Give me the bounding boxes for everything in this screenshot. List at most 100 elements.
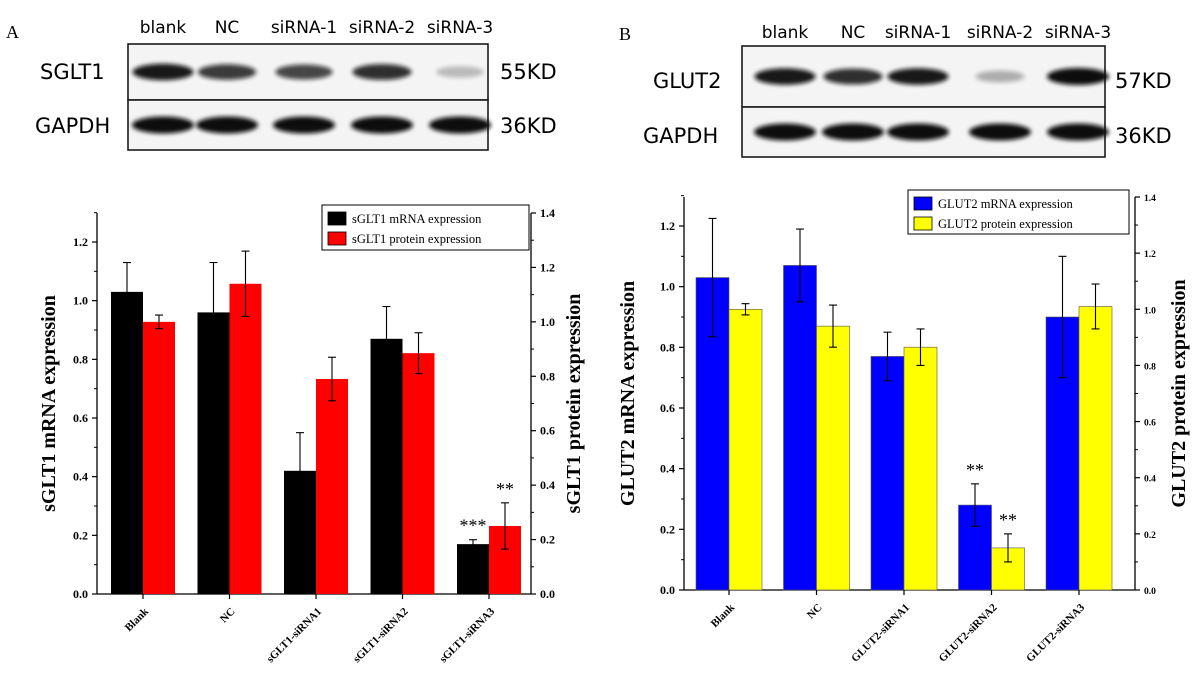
bar-protein [402, 353, 435, 594]
blot-size-label: 57KD [1115, 69, 1172, 93]
blot-lane-label: blank [140, 18, 187, 38]
legend-label: GLUT2 protein expression [938, 217, 1073, 231]
panel-letter: A [6, 22, 19, 42]
y2-tick-label: 1.0 [540, 315, 555, 329]
y-tick-label: 0.6 [73, 411, 88, 425]
y-axis-title: sGLT1 mRNA expression [38, 295, 60, 512]
blot-lane-label: siRNA-1 [271, 18, 337, 38]
blot-band-gapdh [196, 116, 258, 134]
bar-chart: 0.0 0.2 0.4 0.6 0.8 1.0 1.2 0.0 0.2 0.4 0.6 0.8 1.0 1… [38, 204, 585, 666]
blot-band-gapdh [351, 116, 413, 134]
bar-protein [316, 379, 348, 594]
blot-protein-label: GLUT2 [653, 69, 722, 93]
blot-band-gapdh [429, 116, 491, 134]
y-tick-label: 0.6 [660, 401, 675, 415]
y2-tick-label: 1.2 [540, 260, 555, 274]
x-tick-label: GLUT2-siRNA2 [937, 601, 1000, 664]
blot-size-label: 36KD [500, 114, 557, 138]
bar-mrna [870, 356, 905, 591]
y2-tick-label: 1.4 [1144, 194, 1156, 204]
significance-label: ** [966, 460, 984, 480]
blot-band-glut2 [887, 68, 949, 85]
x-tick-label: sGLT1-siRNA1 [264, 606, 324, 666]
blot-lane-label: siRNA-3 [427, 18, 493, 38]
legend-label: GLUT2 mRNA expression [938, 197, 1073, 211]
blot-lane-label: blank [762, 23, 809, 43]
y-tick-label: 0.0 [660, 583, 675, 597]
blot-lane-label: siRNA-1 [885, 23, 951, 43]
blot-lane-label: siRNA-3 [1045, 23, 1111, 43]
y-tick-label: 0.0 [73, 587, 88, 601]
y2-tick-label: 0.6 [1144, 419, 1156, 429]
legend-swatch [327, 211, 347, 226]
x-tick-label: NC [805, 602, 825, 622]
significance-label: ** [999, 510, 1017, 530]
blot-band-gapdh [887, 123, 949, 141]
x-tick-label: Blank [123, 605, 152, 634]
y2-tick-label: 0.8 [1144, 362, 1156, 372]
blot-lane-label: NC [215, 18, 240, 38]
blot-band-sglt1 [435, 66, 485, 78]
x-tick-label: GLUT2-siRNA1 [849, 602, 912, 665]
chart-legend: sGLT1 mRNA expression sGLT1 protein expre… [321, 204, 530, 251]
bar-mrna [370, 338, 403, 594]
bar-protein [229, 283, 262, 594]
x-tick-label: NC [218, 606, 238, 626]
y-tick-label: 0.4 [73, 470, 88, 484]
blot-size-label: 36KD [1115, 124, 1172, 148]
blot-protein-label: SGLT1 [40, 60, 105, 84]
blot-band-gapdh [822, 123, 884, 141]
legend-label: sGLT1 protein expression [352, 232, 482, 246]
y-tick-label: 1.0 [73, 294, 88, 308]
blot-size-label: 55KD [500, 60, 557, 84]
blot-band-sglt1 [352, 64, 412, 80]
significance-label: *** [460, 516, 487, 536]
legend-box [321, 204, 530, 251]
x-tick-label: sGLT1-siRNA2 [351, 605, 411, 665]
legend-swatch [913, 196, 933, 211]
y-axis-title: GLUT2 mRNA expression [617, 281, 639, 506]
y2-axis-title: GLUT2 protein expression [1168, 279, 1190, 507]
y2-tick-label: 0.0 [540, 587, 555, 601]
y2-tick-label: 0.8 [540, 369, 555, 383]
y2-tick-label: 0.4 [1144, 475, 1156, 485]
blot-lane-label: NC [841, 23, 866, 43]
western-blot: blank NC siRNA-1 siRNA-2 siRNA-3 GLUT2 57KD GAP… [643, 23, 1172, 158]
bar-protein [1078, 306, 1113, 591]
bar-protein [728, 308, 763, 591]
bar-protein [816, 325, 850, 591]
y-tick-label: 0.2 [660, 522, 675, 536]
blot-band-gapdh [754, 123, 816, 141]
blot-band-gapdh [1047, 123, 1109, 141]
blot-protein-label: GAPDH [35, 114, 110, 138]
chart-legend: GLUT2 mRNA expression GLUT2 protein expre… [907, 189, 1130, 235]
bar-mrna [457, 544, 489, 594]
blot-band-sglt1 [132, 63, 194, 81]
blot-band-glut2 [823, 68, 883, 85]
legend-swatch [913, 216, 933, 231]
blot-band-glut2 [754, 68, 816, 85]
blot-band-gapdh [132, 116, 194, 134]
x-tick-label: GLUT2-siRNA3 [1024, 601, 1087, 664]
legend-box [907, 189, 1130, 235]
y2-axis-title: sGLT1 protein expression [563, 294, 585, 514]
y2-tick-label: 0.0 [1144, 587, 1156, 597]
y-tick-label: 1.2 [660, 219, 675, 233]
panel-letter: B [619, 24, 631, 44]
y-tick-label: 0.2 [73, 528, 88, 542]
bar-chart: 0.0 0.2 0.4 0.6 0.8 1.0 1.2 0.0 0.2 0.4 0.6 0.8 1.0 1… [617, 189, 1190, 665]
y-tick-label: 1.0 [660, 280, 675, 294]
blot-band-glut2 [1047, 68, 1109, 85]
y-tick-label: 0.4 [660, 462, 675, 476]
y2-tick-label: 1.2 [1144, 250, 1156, 260]
y2-tick-label: 1.0 [1144, 306, 1156, 316]
legend-swatch [327, 231, 347, 246]
blot-lane-label: siRNA-2 [349, 18, 415, 38]
blot-lane-label: siRNA-2 [967, 23, 1033, 43]
blot-band-sglt1 [197, 64, 257, 80]
y-tick-label: 0.8 [660, 340, 675, 354]
x-tick-label: Blank [709, 601, 738, 630]
